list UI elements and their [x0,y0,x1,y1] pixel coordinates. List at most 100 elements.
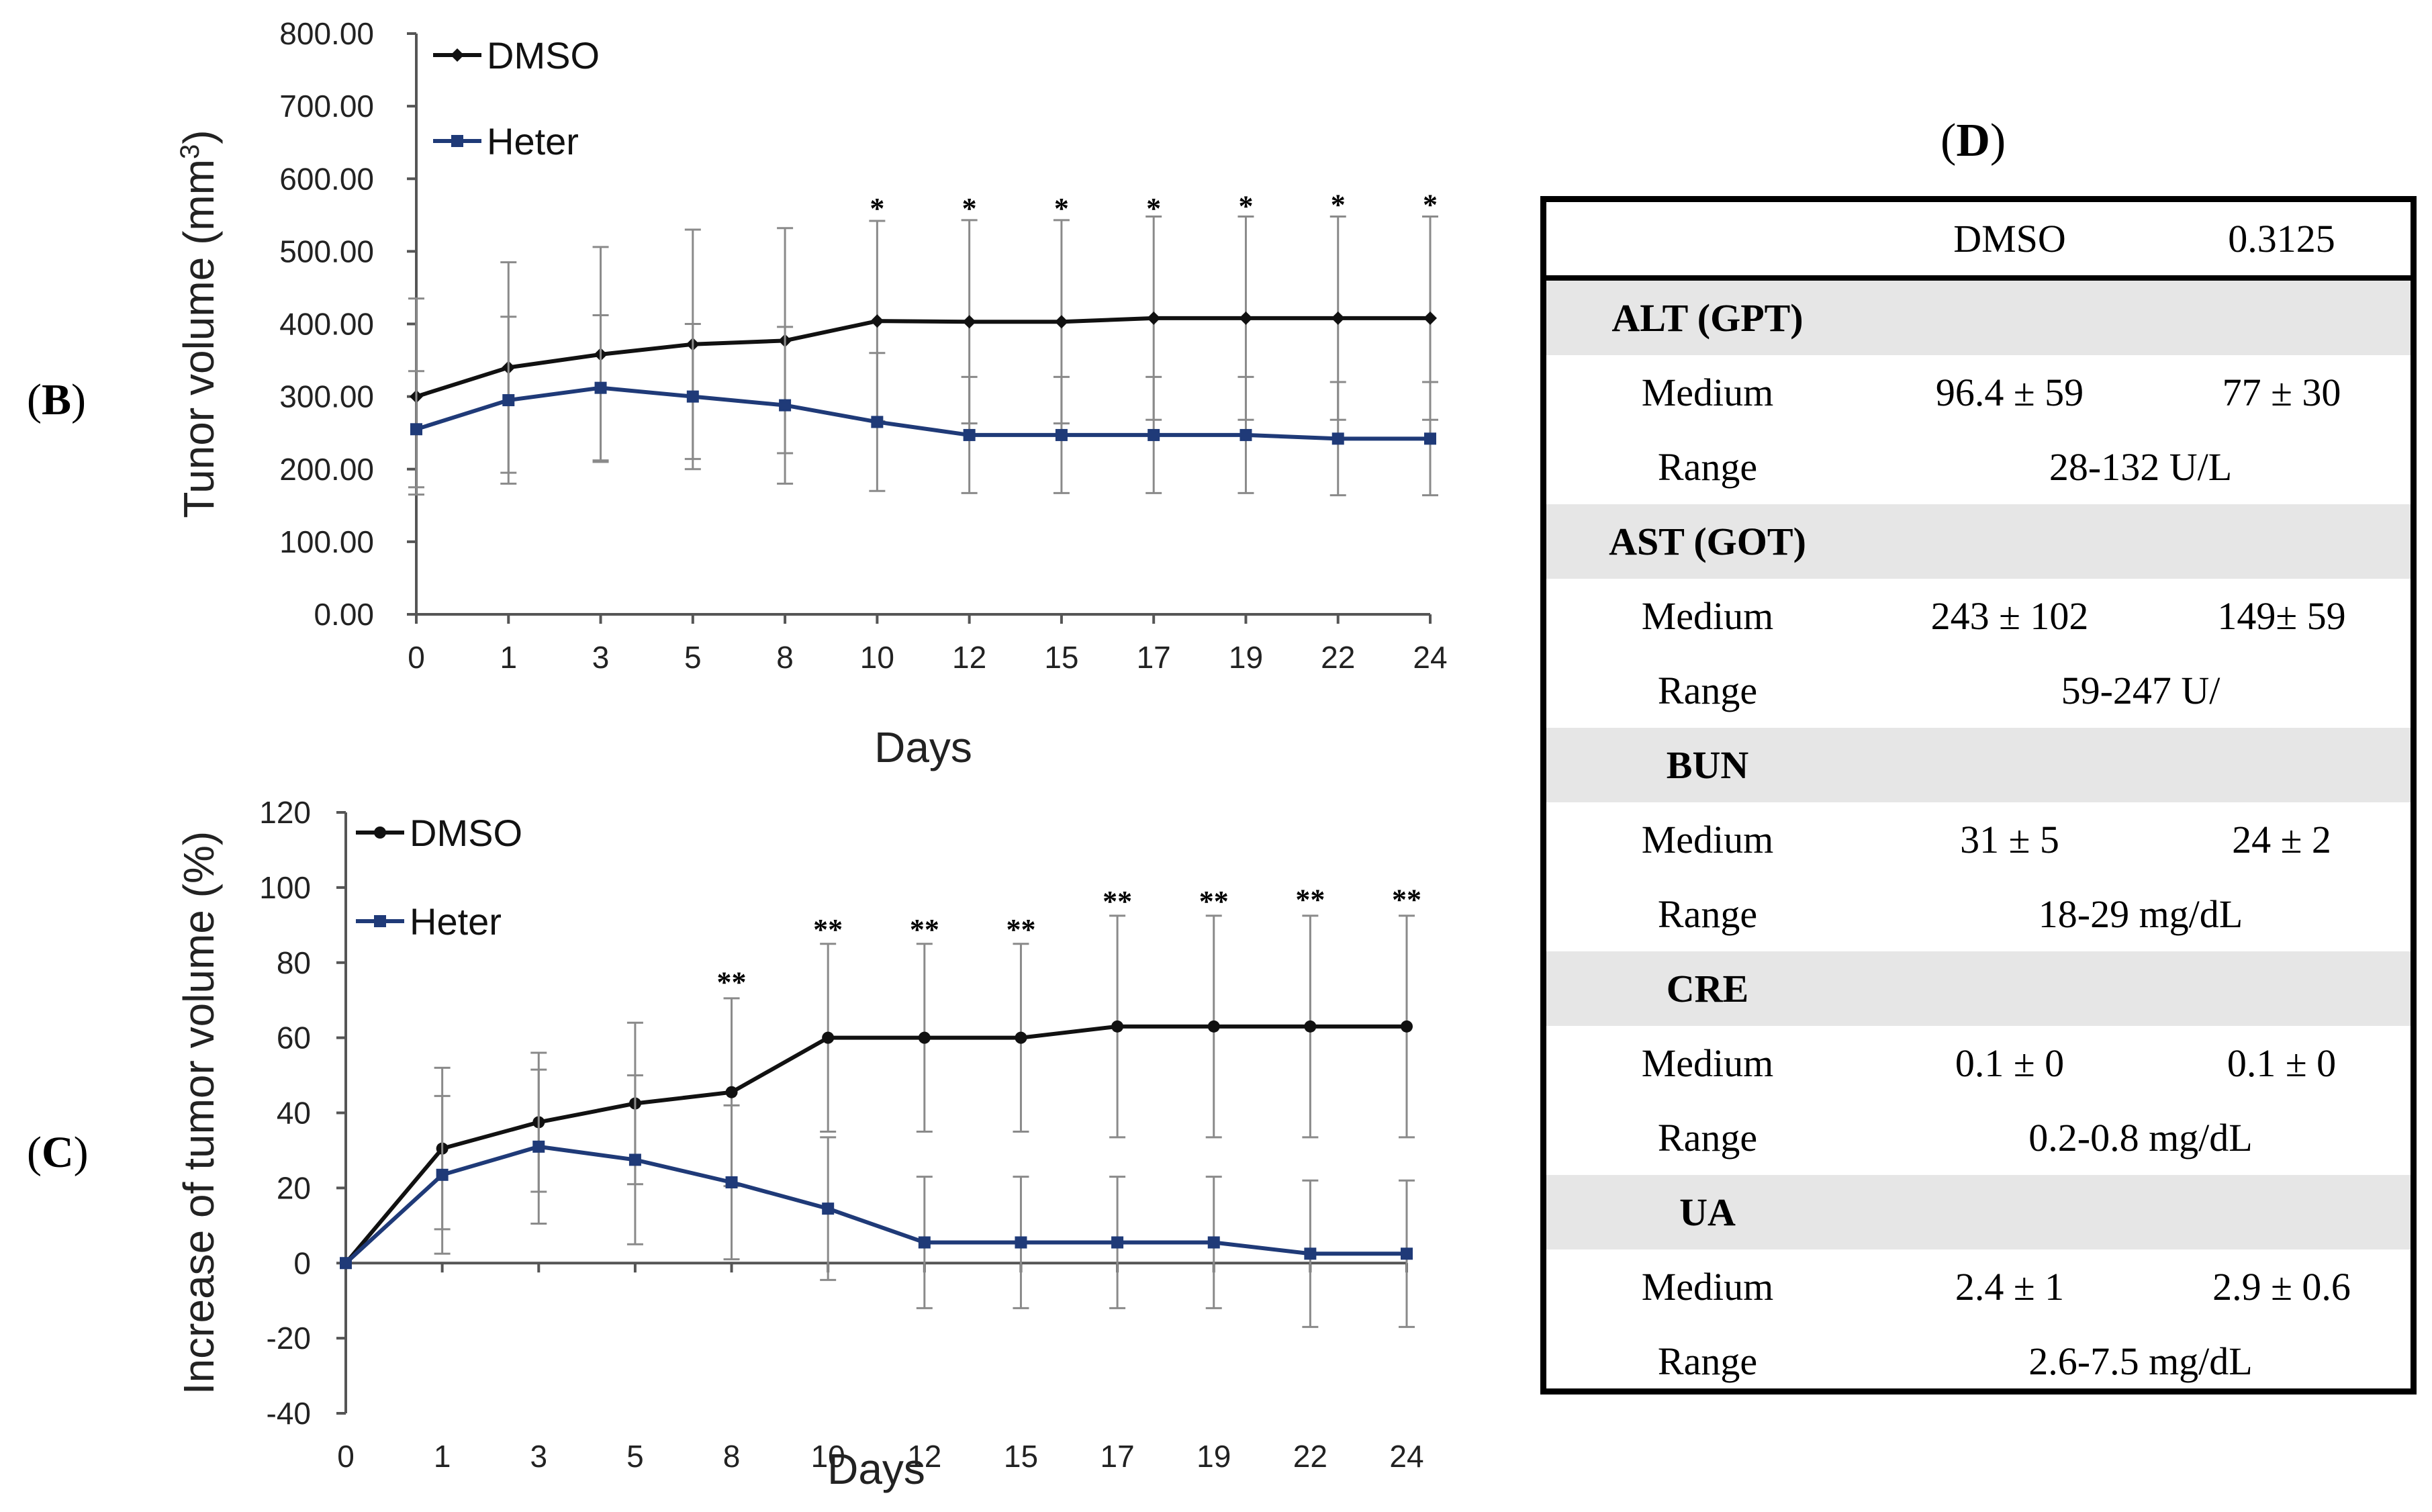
x-tick-label: 24 [1389,1439,1423,1474]
medium-row-alt: Medium 96.4 ± 59 77 ± 30 [1546,355,2411,430]
significance-marker: ** [1392,883,1421,916]
y-tick-label: 400.00 [279,307,374,342]
data-point [870,314,884,328]
y-tick-label: 20 [277,1170,311,1205]
significance-marker: * [962,192,977,225]
series-line [416,385,1430,441]
significance-marker: * [870,192,884,225]
medium-dmso-value: 0.1 ± 0 [1955,1041,2065,1085]
x-tick-label: 3 [530,1439,547,1474]
medium-row-ua: Medium 2.4 ± 1 2.9 ± 0.6 [1546,1249,2411,1324]
panel-c-label: (C) [27,1128,89,1177]
charts-canvas: (B) (C) 0.00100.00200.00300.00400.00500.… [27,16,1448,1493]
legend-label-heter: Heter [487,120,579,162]
data-point [962,315,976,329]
x-tick-label: 5 [626,1439,644,1474]
section-row-alt: ALT (GPT) [1546,281,2411,355]
medium-heter-value: 24 ± 2 [2232,818,2331,861]
data-point [410,423,422,436]
header-dose: 0.3125 [2228,217,2335,261]
y-axis-title: Tunor volume (mm3) [175,130,223,518]
medium-label: Medium [1641,594,1774,638]
range-row-alt: Range 28-132 U/L [1546,430,2411,504]
data-point [1147,311,1161,325]
series-line [344,1144,1407,1265]
range-value: 0.2-0.8 mg/dL [2028,1116,2253,1160]
section-name: CRE [1666,967,1749,1010]
significance-marker: * [1331,189,1346,222]
section-name: AST (GOT) [1609,520,1806,563]
legend-marker-dmso [451,48,464,62]
data-point [918,1031,931,1044]
range-label: Range [1657,445,1758,489]
legend-label-dmso: DMSO [487,34,600,77]
data-point [963,428,976,441]
data-point [871,416,884,428]
section-name: BUN [1666,743,1749,787]
medium-dmso-value: 96.4 ± 59 [1935,371,2084,414]
medium-label: Medium [1641,1041,1774,1085]
range-value: 28-132 U/L [2049,445,2233,489]
range-label: Range [1657,1116,1758,1160]
data-point [340,1257,352,1270]
data-point [779,399,792,412]
blood-biochemistry-table: DMSO 0.3125 ALT (GPT) Medium 96.4 ± 59 7… [1540,196,2417,1395]
series-line [416,316,1430,399]
range-label: Range [1657,1339,1758,1383]
x-tick-label: 17 [1101,1439,1135,1474]
y-tick-label: 600.00 [279,161,374,196]
panel-d-label: (D) [1940,115,2006,167]
table-header-row: DMSO 0.3125 [1546,202,2411,281]
data-point [822,1202,835,1215]
section-row-ua: UA [1546,1175,2411,1249]
range-row-bun: Range 18-29 mg/dL [1546,877,2411,951]
x-tick-label: 22 [1321,640,1355,675]
medium-heter-value: 0.1 ± 0 [2227,1041,2337,1085]
data-point [1207,1020,1220,1033]
section-row-bun: BUN [1546,728,2411,802]
x-tick-label: 15 [1044,640,1078,675]
range-row-ast: Range 59-247 U/ [1546,653,2411,728]
y-tick-label: 100.00 [279,524,374,559]
y-tick-label: 40 [277,1096,311,1131]
x-tick-label: 10 [860,640,894,675]
data-point [1111,1020,1124,1033]
x-tick-label: 3 [592,640,610,675]
y-tick-label: 80 [277,945,311,980]
data-point [686,390,699,403]
header-dmso: DMSO [1953,217,2066,261]
data-point [1148,428,1160,441]
series-heter [408,314,1438,497]
data-point [1111,1236,1124,1249]
data-point [628,1153,641,1166]
medium-label: Medium [1641,371,1774,414]
range-value: 18-29 mg/dL [2038,892,2243,936]
y-tick-label: 60 [277,1021,311,1055]
data-point [1331,432,1344,445]
x-tick-label: 0 [337,1439,355,1474]
x-tick-label: 5 [684,640,702,675]
medium-heter-value: 149± 59 [2217,594,2346,638]
data-point [436,1168,449,1181]
x-axis-title: Days [874,723,972,771]
panel-b-label: (B) [27,375,86,424]
data-point [1015,1236,1027,1249]
significance-marker: ** [717,965,747,998]
data-point [1304,1247,1317,1260]
x-tick-label: 12 [952,640,986,675]
significance-marker: * [1423,189,1438,222]
x-tick-label: 19 [1229,640,1263,675]
medium-label: Medium [1641,1265,1774,1309]
data-point [1424,432,1436,445]
data-point [918,1236,931,1249]
x-tick-label: 19 [1197,1439,1231,1474]
section-row-ast: AST (GOT) [1546,504,2411,579]
legend-marker-heter [451,135,463,147]
range-value: 59-247 U/ [2061,669,2220,712]
y-tick-label: 100 [259,870,311,905]
y-tick-label: 200.00 [279,452,374,487]
medium-dmso-value: 2.4 ± 1 [1955,1265,2065,1309]
range-value: 2.6-7.5 mg/dL [2028,1339,2253,1383]
data-point [725,1086,738,1098]
y-tick-label: 500.00 [279,234,374,269]
